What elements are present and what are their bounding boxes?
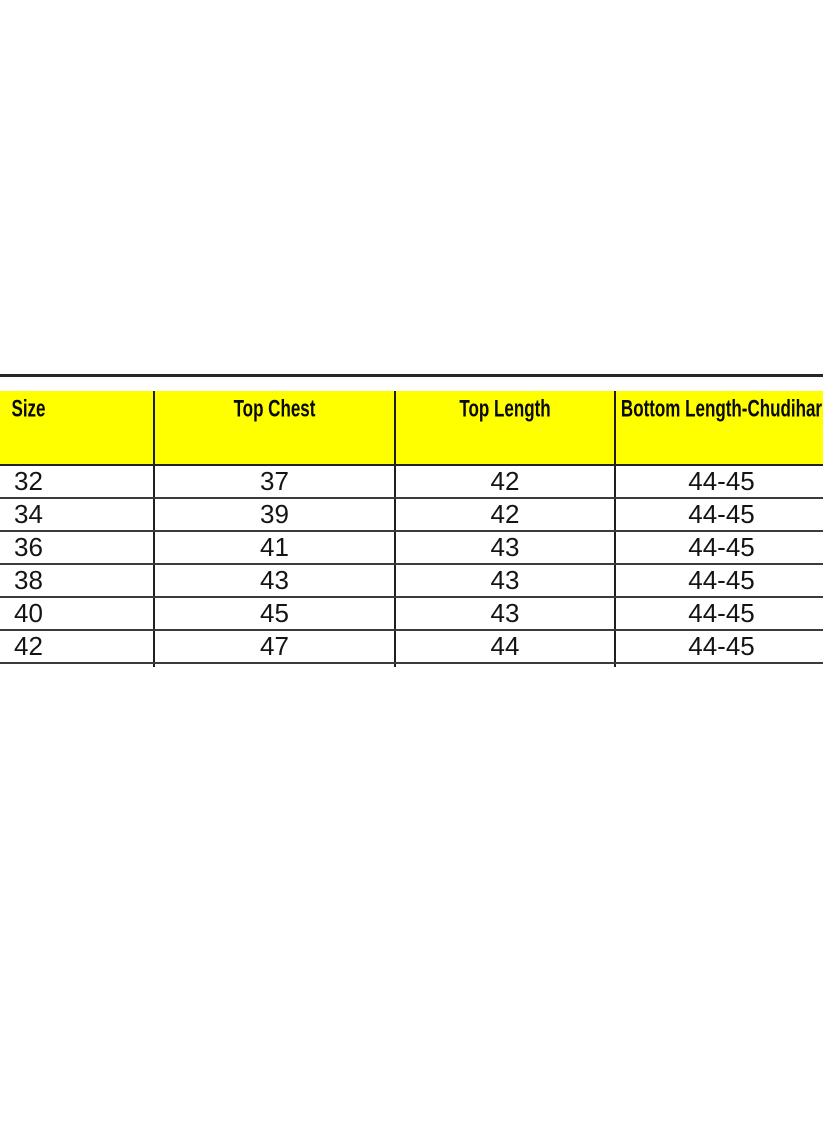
table-row: 34 39 42 44-45 [0, 498, 823, 532]
table-row: 42 47 44 44-45 [0, 630, 823, 664]
col-header-size-label: Size [11, 395, 46, 423]
table-row: 36 41 43 44-45 [0, 531, 823, 565]
cell-top-length: 43 [394, 597, 615, 631]
cell-size: 36 [0, 531, 154, 565]
cell-size: 32 [0, 465, 154, 499]
cell-top-length: 44 [394, 663, 615, 667]
cell-top-chest: 41 [153, 531, 395, 565]
cell-top-chest: 37 [153, 465, 395, 499]
cell-bottom-length: 44-45 [614, 630, 823, 664]
cell-size: 38 [0, 564, 154, 598]
cell-bottom-length: 44-45 [614, 465, 823, 499]
col-header-top-chest: Top Chest [153, 391, 395, 466]
cell-bottom-length: 44-45 [614, 531, 823, 565]
size-chart-region: Size Top Chest Top Length Bottom Length-… [0, 374, 823, 667]
header-row: Size Top Chest Top Length Bottom Length-… [0, 391, 823, 466]
cell-top-chest: 47 [153, 630, 395, 664]
col-header-top-length: Top Length [394, 391, 615, 466]
cell-size: 34 [0, 498, 154, 532]
table-row: 44 49 44 44-45 [0, 663, 823, 667]
cell-top-chest: 49 [153, 663, 395, 667]
col-header-top-length-label: Top Length [459, 395, 551, 423]
col-header-bottom-length: Bottom Length-Chudihar [614, 391, 823, 466]
cell-top-length: 44 [394, 630, 615, 664]
cell-size: 44 [0, 663, 154, 667]
cell-top-chest: 43 [153, 564, 395, 598]
cell-bottom-length: 44-45 [614, 597, 823, 631]
cell-top-chest: 45 [153, 597, 395, 631]
cell-bottom-length: 44-45 [614, 498, 823, 532]
cell-size: 40 [0, 597, 154, 631]
col-header-top-chest-label: Top Chest [233, 395, 316, 423]
col-header-size: Size [0, 391, 154, 466]
size-chart-table: Size Top Chest Top Length Bottom Length-… [0, 391, 823, 667]
table-top-border [0, 374, 823, 377]
table-row: 32 37 42 44-45 [0, 465, 823, 499]
cell-top-chest: 39 [153, 498, 395, 532]
table-row: 38 43 43 44-45 [0, 564, 823, 598]
cell-bottom-length: 44-45 [614, 663, 823, 667]
cell-top-length: 42 [394, 498, 615, 532]
cell-bottom-length: 44-45 [614, 564, 823, 598]
table-row: 40 45 43 44-45 [0, 597, 823, 631]
cell-size: 42 [0, 630, 154, 664]
cell-top-length: 43 [394, 531, 615, 565]
cell-top-length: 43 [394, 564, 615, 598]
cell-top-length: 42 [394, 465, 615, 499]
col-header-bottom-length-label: Bottom Length-Chudihar [620, 395, 823, 423]
